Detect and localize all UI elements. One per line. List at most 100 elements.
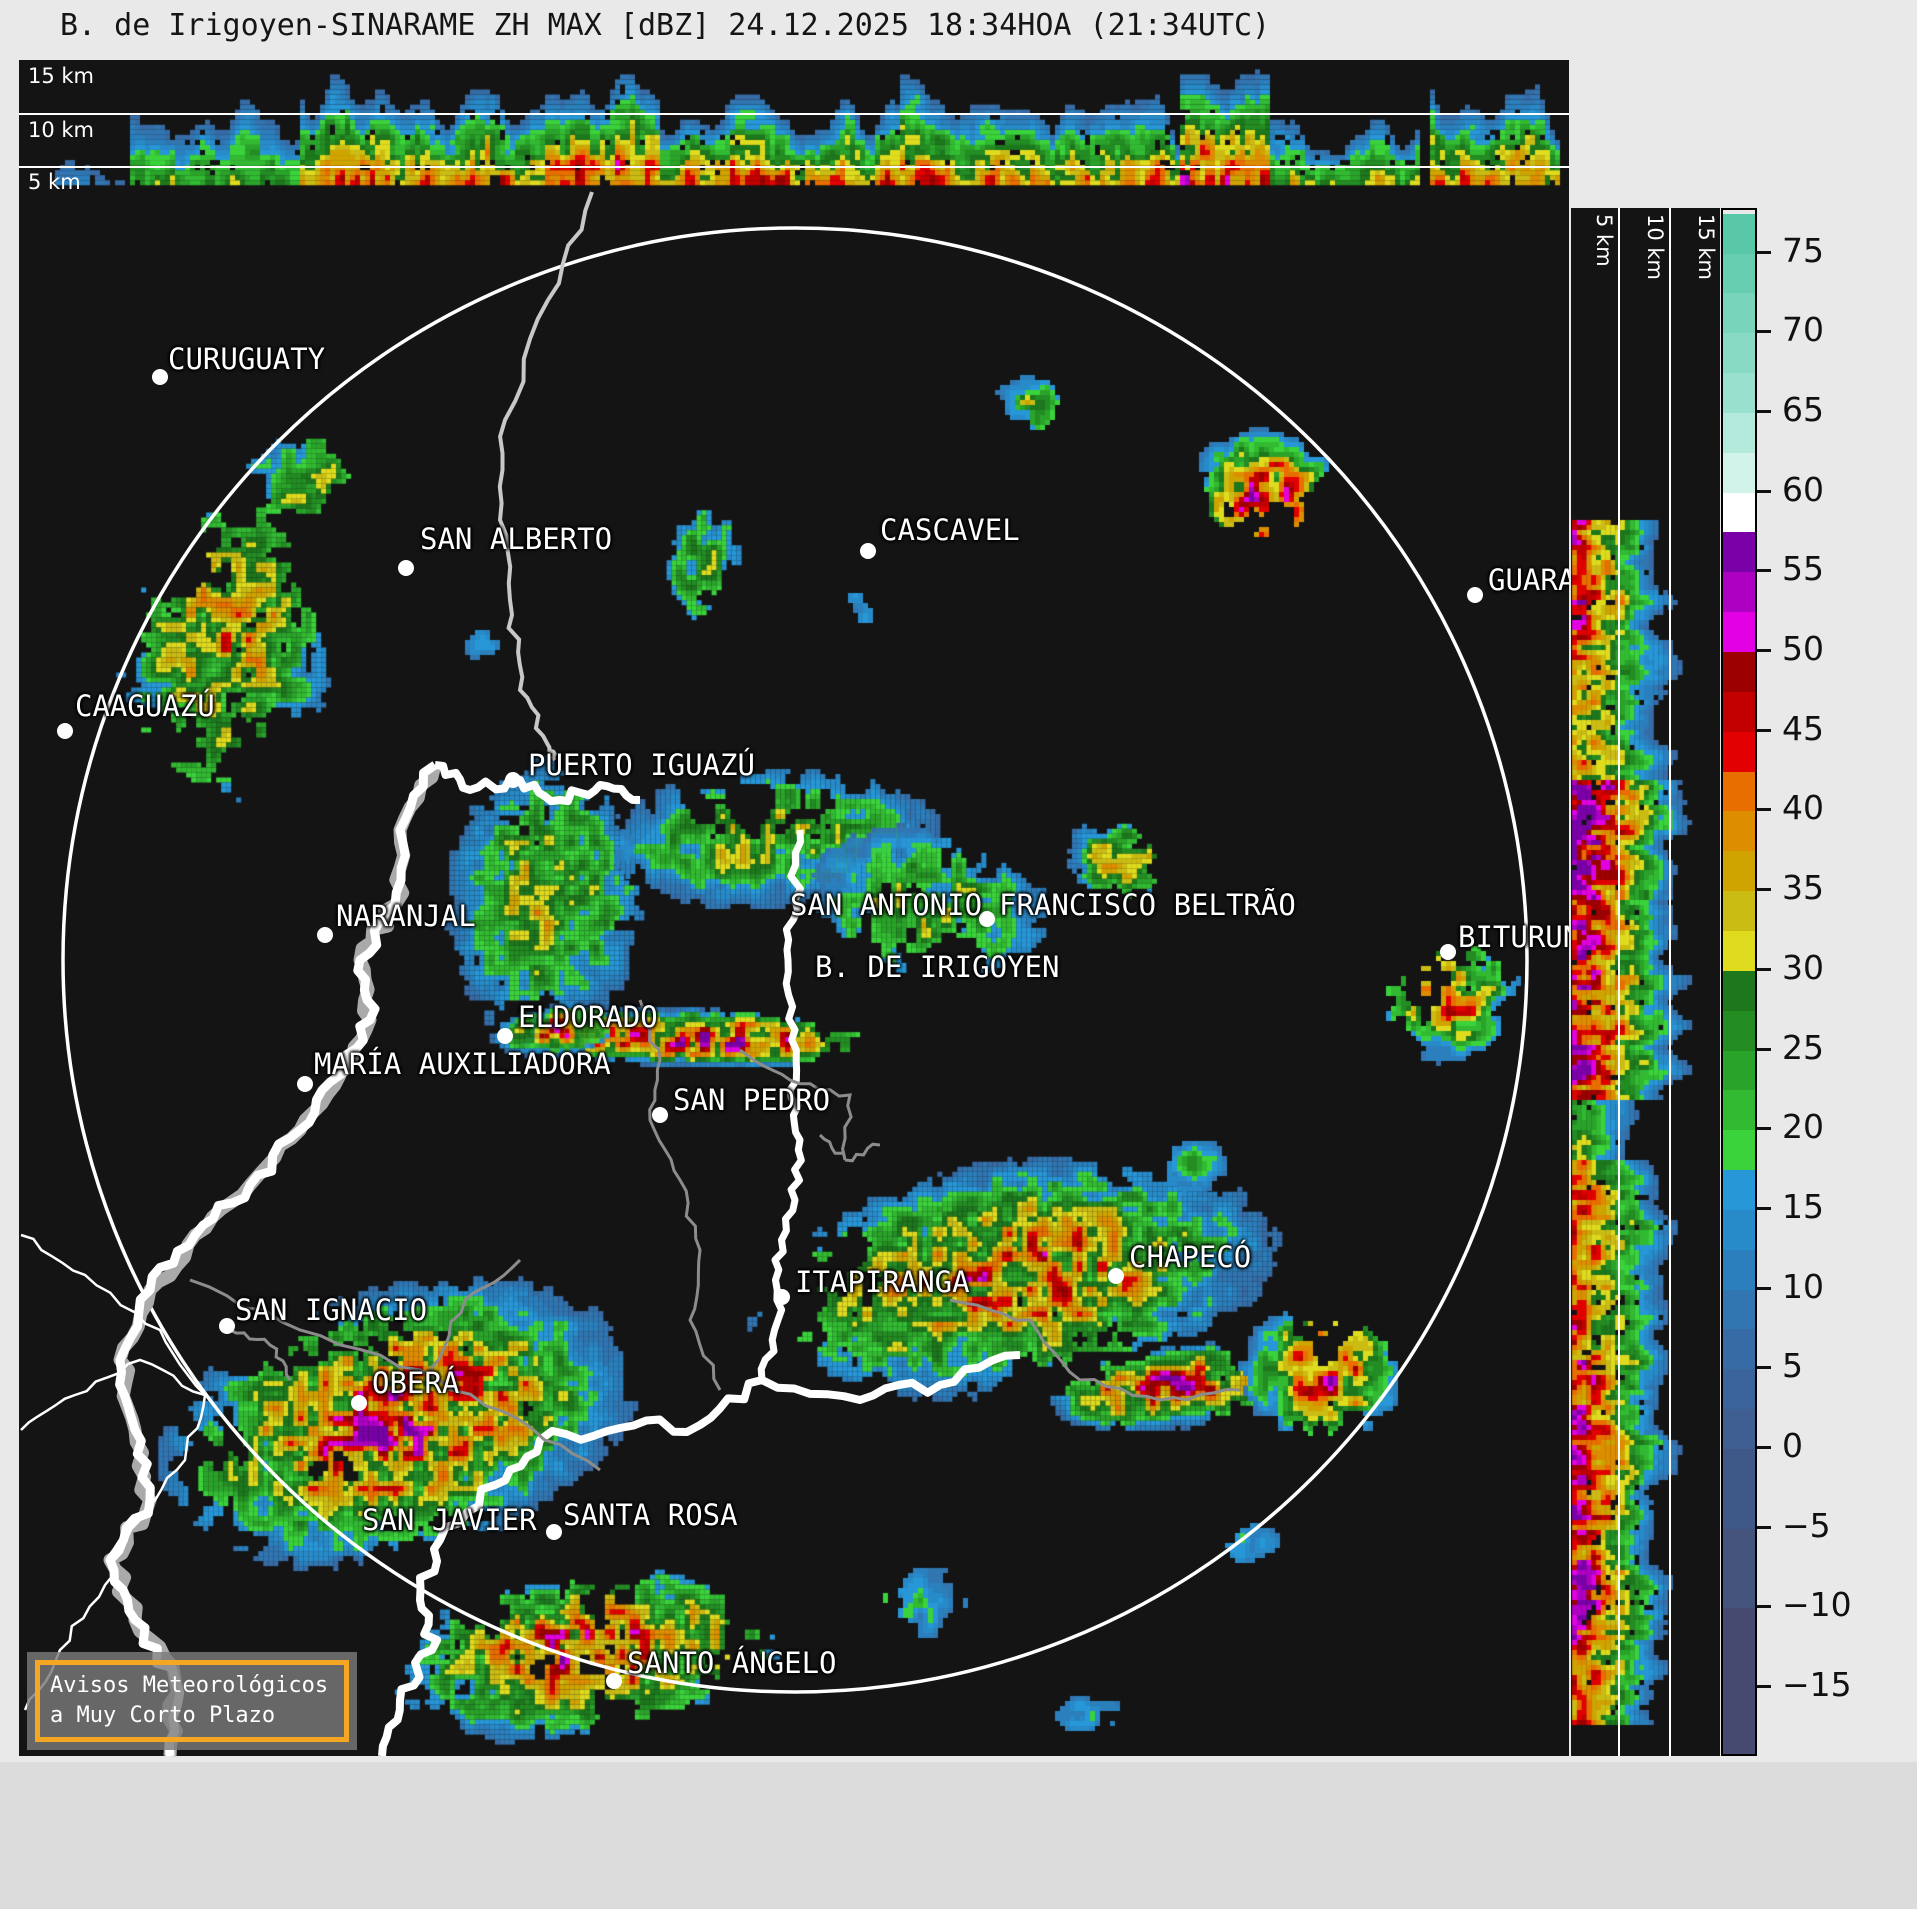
city-label: SANTO ÁNGELO: [627, 1646, 837, 1680]
colorbar-band: [1723, 1608, 1755, 1754]
city-dot: [219, 1318, 235, 1334]
colorbar-tick: [1757, 649, 1771, 652]
colorbar-tick-label: 35: [1782, 868, 1824, 908]
colorbar-tick: [1757, 1047, 1771, 1051]
colorbar-band: [1723, 1369, 1755, 1411]
weather-warning-border: Avisos Meteorológicos a Muy Corto Plazo: [35, 1660, 349, 1742]
colorbar-tick-label: 65: [1782, 389, 1824, 429]
colorbar-band: [1723, 373, 1755, 414]
colorbar-band: [1723, 1170, 1755, 1211]
dbz-colorbar: [1721, 208, 1757, 1756]
colorbar-tick: [1757, 489, 1771, 493]
colorbar-tick: [1757, 808, 1771, 812]
city-dot: [505, 772, 521, 788]
city-label: SAN IGNACIO: [235, 1293, 428, 1327]
colorbar-band: [1723, 452, 1755, 494]
colorbar-tick: [1757, 1127, 1771, 1131]
colorbar-tick: [1757, 888, 1771, 892]
colorbar-tick: [1757, 1605, 1771, 1609]
colorbar-tick: [1757, 569, 1771, 573]
city-label: FRANCISCO BELTRÃO: [999, 888, 1296, 922]
city-label: SAN JAVIER: [362, 1503, 537, 1537]
colorbar-band: [1723, 1010, 1755, 1052]
colorbar-tick-label: 30: [1782, 947, 1824, 987]
city-dot: [1108, 1268, 1124, 1284]
colorbar-band: [1723, 731, 1755, 773]
colorbar-tick-label: 25: [1782, 1027, 1824, 1067]
colorbar-band: [1723, 293, 1755, 335]
colorbar-band: [1723, 891, 1755, 932]
colorbar-band: [1723, 532, 1755, 574]
city-dot: [546, 1524, 562, 1540]
colorbar-band: [1723, 1209, 1755, 1251]
colorbar-tick-label: 55: [1782, 549, 1824, 589]
colorbar-band: [1723, 652, 1755, 693]
city-label: PUERTO IGUAZÚ: [528, 748, 755, 782]
city-label: SAN ANTONIO: [790, 888, 983, 922]
city-dot: [297, 1076, 313, 1092]
colorbar-band: [1723, 572, 1755, 614]
city-dot: [317, 927, 333, 943]
border-gray-5: [949, 1298, 1241, 1402]
colorbar-band: [1723, 253, 1755, 295]
right-altitude-label-15km: 15 km: [1694, 214, 1718, 281]
city-label: CURUGUATY: [168, 342, 326, 376]
city-label: B. DE IRIGOYEN: [815, 950, 1060, 984]
colorbar-tick-label: 60: [1782, 469, 1824, 509]
right-altitude-label-5km: 5 km: [1592, 214, 1616, 267]
border-gray-2: [844, 1142, 881, 1163]
city-label: SANTA ROSA: [563, 1498, 738, 1532]
colorbar-tick: [1757, 1366, 1771, 1370]
colorbar-band: [1723, 412, 1755, 454]
river-uruguay: [378, 1351, 1021, 1757]
colorbar-tick-label: −15: [1782, 1665, 1852, 1705]
radar-range-circle: [61, 226, 1529, 1694]
city-label: CASCAVEL: [880, 513, 1020, 547]
city-dot: [1440, 944, 1456, 960]
city-label: BITURUN: [1458, 920, 1569, 954]
border-gray-0: [638, 999, 722, 1391]
city-labels-layer: CURUGUATY SAN ALBERTO CASCAVEL CAAGUAZÚ PUER…: [19, 190, 1569, 1756]
colorbar-band: [1723, 851, 1755, 893]
colorbar-band: [1723, 1289, 1755, 1331]
colorbar-band: [1723, 1090, 1755, 1132]
colorbar-tick-label: 20: [1782, 1107, 1824, 1147]
border-gray-4: [189, 1278, 601, 1472]
city-dot: [57, 723, 73, 739]
colorbar-band: [1723, 1449, 1755, 1530]
footer: Servicio Meteorológico Nacional Argentin…: [0, 1762, 1917, 1909]
city-label: SAN PEDRO: [673, 1083, 831, 1117]
colorbar-band: [1723, 811, 1755, 853]
warning-line-1: Avisos Meteorológicos: [50, 1673, 329, 1698]
right-altitude-label-10km: 10 km: [1643, 214, 1667, 281]
border-white-sw-1: [20, 1233, 207, 1711]
river-gray-north: [497, 191, 594, 762]
city-label: OBERÁ: [372, 1366, 460, 1400]
city-label: ITAPIRANGA: [795, 1265, 970, 1299]
colorbar-band: [1723, 1249, 1755, 1291]
colorbar-band: [1723, 1130, 1755, 1172]
colorbar-band: [1723, 612, 1755, 653]
city-label: SAN ALBERTO: [420, 522, 613, 556]
city-label: ELDORADO: [518, 1000, 658, 1034]
colorbar-tick: [1757, 330, 1771, 334]
river-pepiri-guazu: [757, 829, 805, 1381]
colorbar-tick: [1757, 1525, 1771, 1529]
city-dot: [606, 1673, 622, 1689]
colorbar-tick-label: 10: [1782, 1266, 1824, 1306]
colorbar-band: [1723, 333, 1755, 375]
colorbar-band: [1723, 1050, 1755, 1092]
colorbar-tick: [1757, 967, 1771, 971]
river-parana: [105, 761, 438, 1757]
colorbar-band: [1723, 691, 1755, 733]
weather-warning-banner[interactable]: Avisos Meteorológicos a Muy Corto Plazo: [27, 1652, 357, 1750]
colorbar-tick: [1757, 1286, 1771, 1290]
top-altitude-label-5km: 5 km: [28, 170, 81, 194]
colorbar-tick-label: −5: [1782, 1505, 1831, 1545]
city-label: CAAGUAZÚ: [75, 689, 215, 723]
city-dot: [774, 1289, 790, 1305]
colorbar-tick: [1757, 1206, 1771, 1210]
